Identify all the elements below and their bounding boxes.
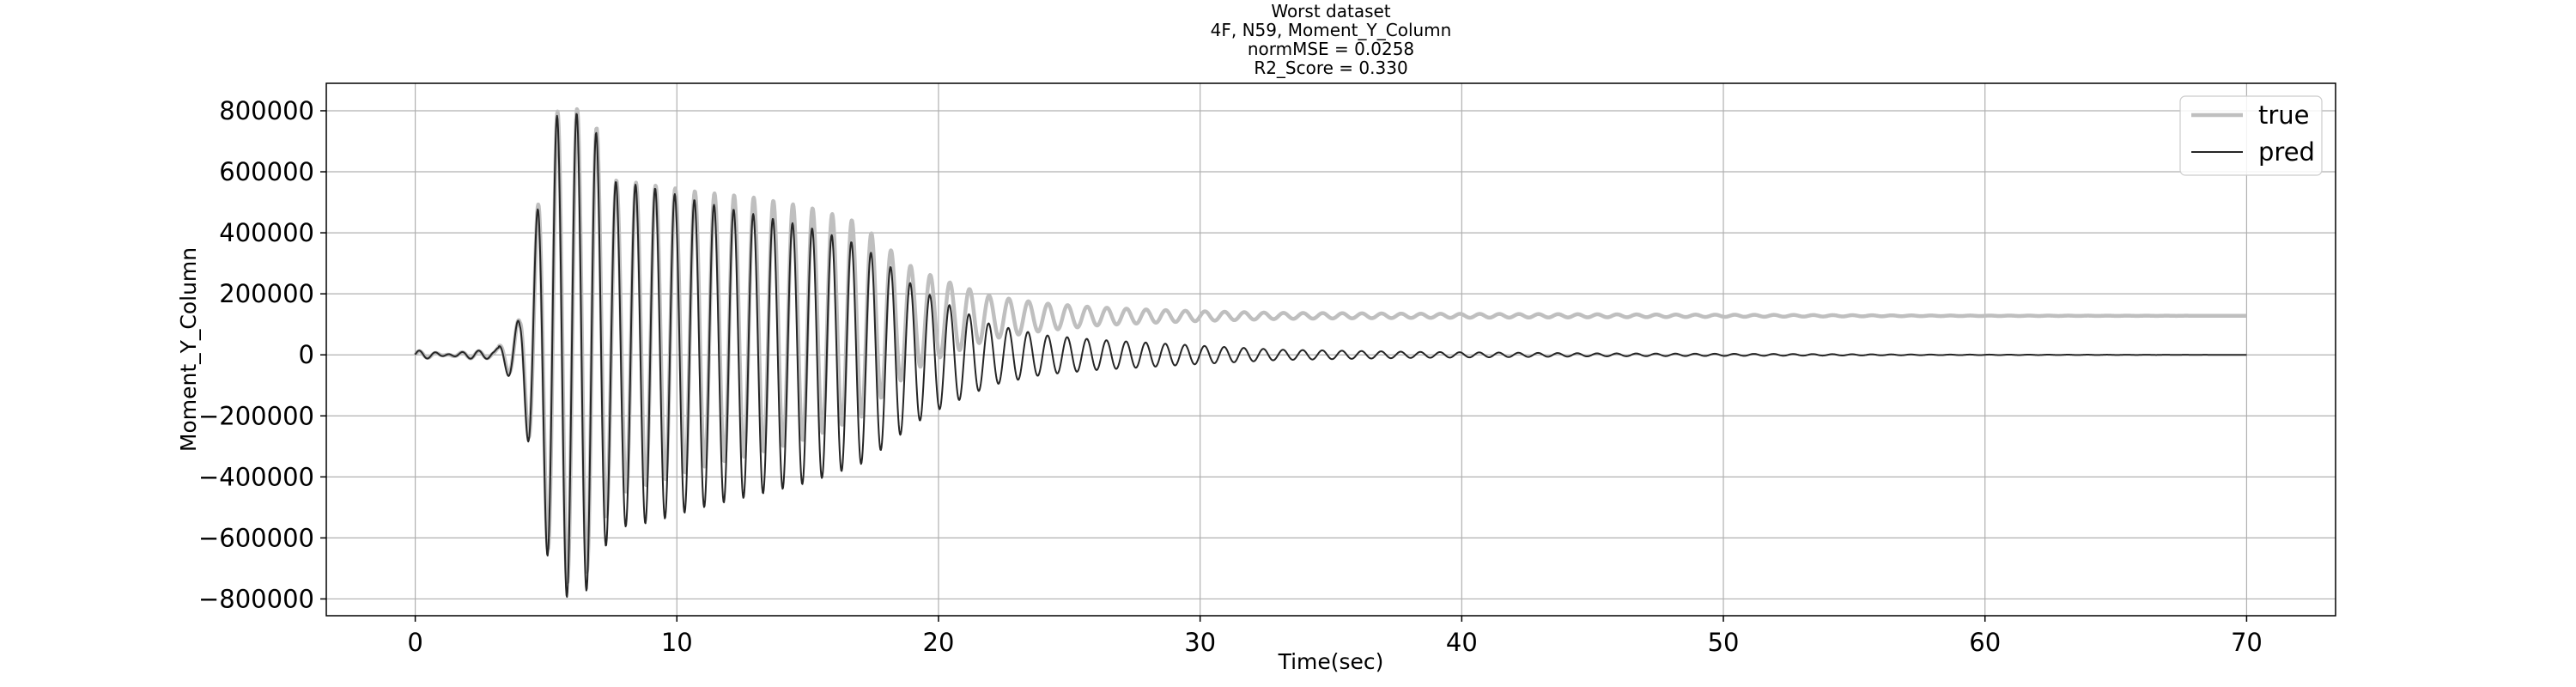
chart-title-line-2: 4F, N59, Moment_Y_Column (1211, 20, 1452, 40)
legend: true pred (2179, 95, 2323, 176)
plot-series (413, 106, 2249, 599)
legend-label-true: true (2258, 100, 2310, 130)
y-tick-label: −400000 (198, 462, 314, 491)
x-axis-label: Time(sec) (1278, 649, 1384, 674)
chart-title-line-4: R2_Score = 0.330 (1254, 58, 1407, 78)
x-tick-label: 70 (2231, 628, 2263, 657)
axis-ticks: 0 10 20 30 40 50 60 70 −800000 −600000 −400000 −200… (198, 96, 2263, 657)
y-tick-label: 800000 (219, 96, 314, 125)
y-tick-label: −200000 (198, 401, 314, 430)
legend-label-pred: pred (2258, 137, 2315, 167)
x-tick-label: 60 (1969, 628, 2001, 657)
x-tick-label: 40 (1446, 628, 1478, 657)
chart-title-line-3: normMSE = 0.0258 (1248, 39, 1414, 59)
chart-title: Worst dataset 4F, N59, Moment_Y_Column n… (1211, 1, 1452, 78)
x-tick-label: 30 (1184, 628, 1216, 657)
y-tick-label: 200000 (219, 279, 314, 308)
grid (326, 83, 2336, 616)
x-tick-label: 10 (661, 628, 693, 657)
y-tick-label: 600000 (219, 157, 314, 186)
y-tick-label: −600000 (198, 523, 314, 552)
chart-title-line-1: Worst dataset (1271, 1, 1390, 21)
x-tick-label: 20 (923, 628, 955, 657)
y-axis-label: Moment_Y_Column (176, 247, 201, 452)
x-tick-label: 0 (407, 628, 422, 657)
x-tick-label: 50 (1708, 628, 1740, 657)
plot-frame (325, 82, 2336, 617)
y-tick-label: −800000 (198, 584, 314, 613)
y-tick-label: 400000 (219, 218, 314, 247)
series-line-true (413, 106, 2249, 585)
series-line-pred (414, 112, 2247, 599)
y-tick-label: 0 (299, 340, 314, 369)
